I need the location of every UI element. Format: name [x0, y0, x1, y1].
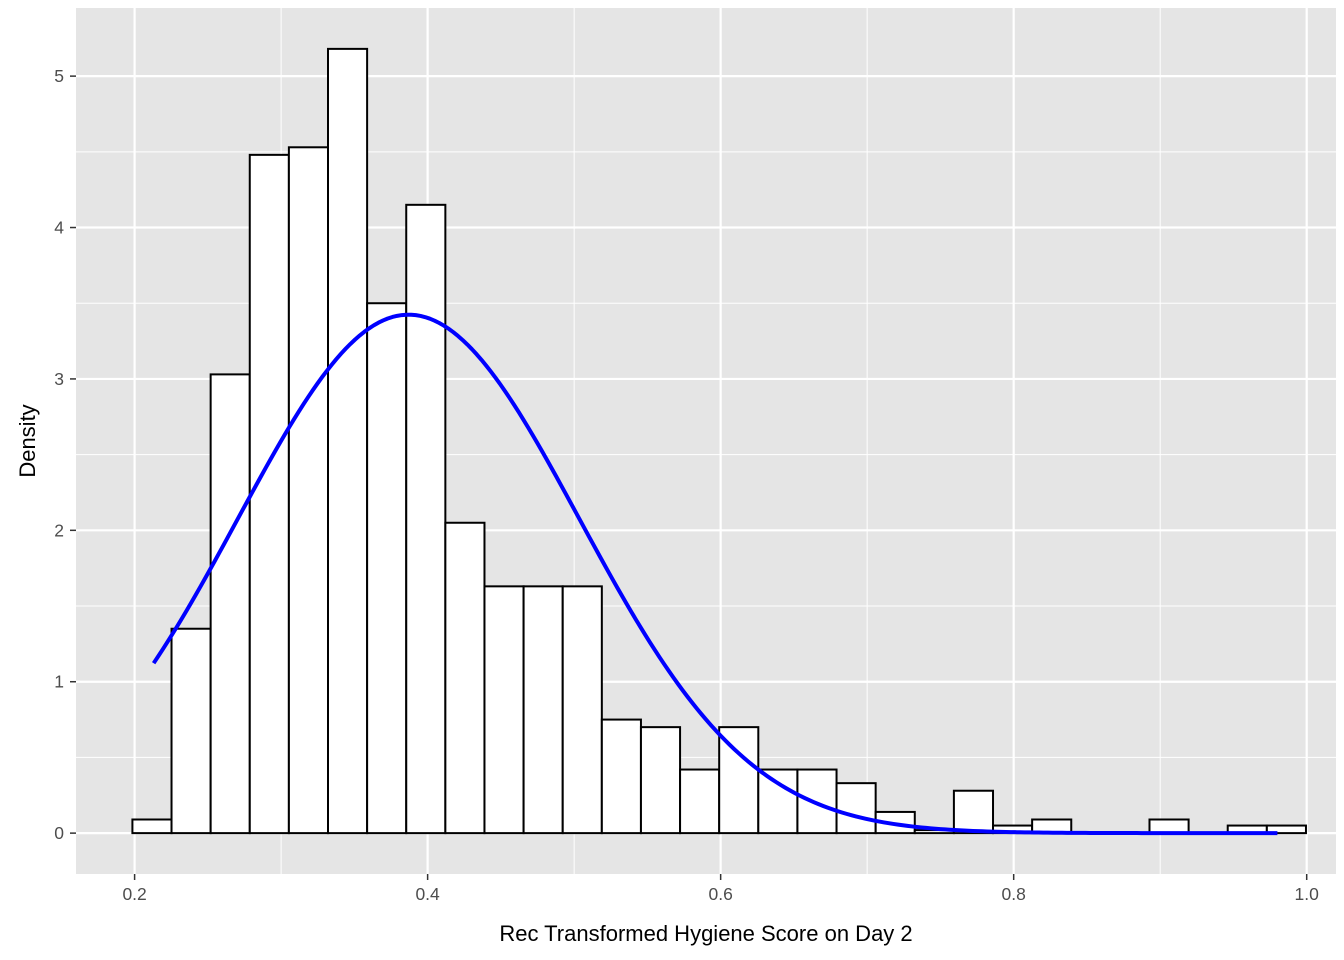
- histogram-bar-10: [483, 585, 525, 835]
- histogram-bar-2: [170, 627, 212, 835]
- histogram-bar-3: [209, 373, 251, 835]
- x-tick-label: 0.4: [415, 884, 440, 904]
- histogram-bar-15: [679, 768, 721, 835]
- histogram-bar-5: [287, 146, 330, 835]
- y-tick-label: 1: [54, 672, 64, 692]
- histogram-bar-13: [600, 718, 642, 835]
- histogram-bar-9: [444, 521, 486, 835]
- histogram-bar-17: [757, 768, 799, 835]
- x-tick-label: 0.8: [1002, 884, 1026, 904]
- histogram-bar-30: [1265, 824, 1307, 835]
- histogram-bar-11: [522, 585, 564, 835]
- x-tick-label: 1.0: [1295, 884, 1320, 904]
- y-tick-label: 0: [54, 823, 64, 843]
- x-tick-label: 0.2: [122, 884, 146, 904]
- y-axis-title: Density: [15, 404, 40, 477]
- histogram-bar-6: [327, 47, 369, 835]
- y-tick-label: 2: [54, 520, 64, 540]
- histogram-bar-22: [952, 789, 995, 835]
- histogram-bar-1: [131, 818, 173, 835]
- y-tick-label: 5: [54, 66, 64, 86]
- histogram-bar-12: [561, 585, 603, 835]
- y-tick-label: 4: [54, 218, 64, 238]
- y-tick-label: 3: [54, 369, 64, 389]
- y-axis: 0 1 2 3 4 5: [54, 66, 76, 843]
- histogram-bar-16: [718, 726, 760, 835]
- x-tick-label: 0.6: [708, 884, 732, 904]
- x-axis: 0.2 0.4 0.6 0.8 1.0: [122, 874, 1319, 904]
- histogram-bar-8: [405, 203, 447, 835]
- histogram-bar-14: [639, 726, 682, 835]
- histogram-bar-7: [366, 302, 408, 835]
- x-axis-title: Rec Transformed Hygiene Score on Day 2: [499, 921, 912, 946]
- histogram-bar-27: [1148, 818, 1190, 835]
- histogram-bar-4: [248, 153, 290, 835]
- normal-density-curve: [151, 312, 1278, 836]
- histogram-bar-19: [835, 782, 877, 835]
